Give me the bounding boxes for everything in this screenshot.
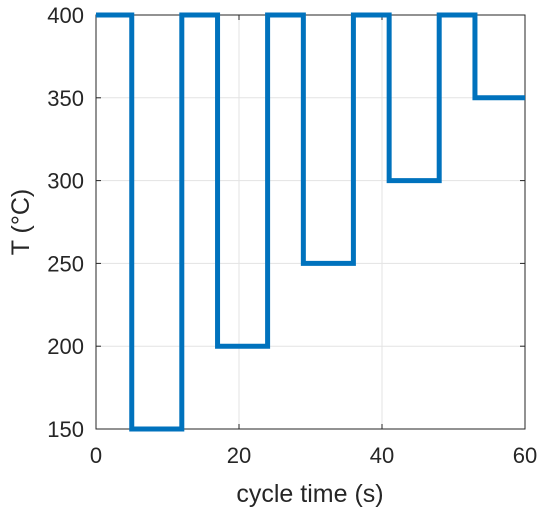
x-tick-label: 40 [370, 443, 394, 468]
y-tick-label: 400 [47, 3, 84, 28]
x-tick-label: 20 [227, 443, 251, 468]
series-line [96, 12, 525, 432]
series-group [96, 12, 525, 432]
y-tick-label: 250 [47, 251, 84, 276]
y-tick-label: 150 [47, 417, 84, 442]
axis-ticks [95, 14, 526, 430]
y-axis-label: T (°C) [7, 189, 35, 255]
plot-area-frame [95, 14, 526, 430]
y-tick-label: 200 [47, 334, 84, 359]
tick-labels: 0 20 40 60 150 200 250 300 350 400 [47, 3, 537, 468]
x-tick-label: 0 [90, 443, 102, 468]
y-tick-label: 350 [47, 86, 84, 111]
y-tick-label: 300 [47, 169, 84, 194]
x-tick-label: 60 [513, 443, 537, 468]
x-axis-label: cycle time (s) [236, 480, 383, 508]
